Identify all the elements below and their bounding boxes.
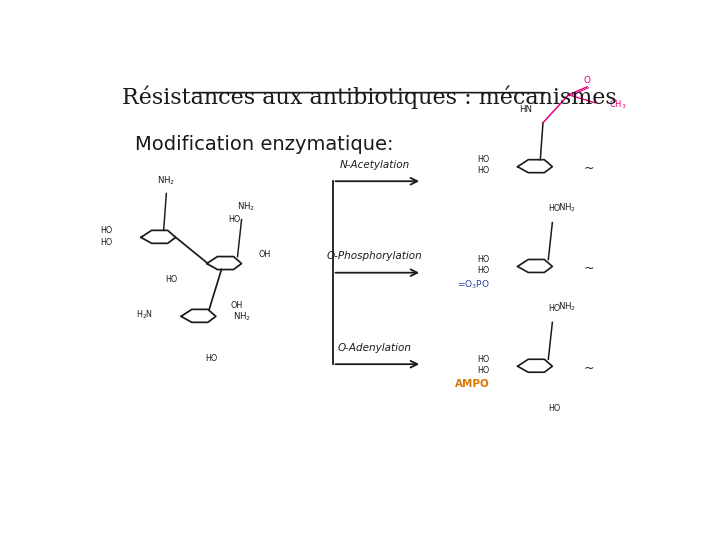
- Text: CH$_3$: CH$_3$: [608, 98, 626, 111]
- Text: =O$_3$PO: =O$_3$PO: [456, 278, 490, 291]
- Text: HN: HN: [519, 105, 532, 114]
- Text: O: O: [584, 76, 590, 85]
- Text: HO: HO: [477, 166, 490, 175]
- Text: HO: HO: [101, 238, 113, 247]
- Text: O-Phosphorylation: O-Phosphorylation: [327, 251, 423, 261]
- Text: OH: OH: [231, 301, 243, 310]
- Text: NH$_2$: NH$_2$: [558, 301, 576, 313]
- Text: Modification enzymatique:: Modification enzymatique:: [135, 136, 393, 154]
- Text: HO: HO: [101, 226, 113, 235]
- Text: HO: HO: [549, 404, 561, 413]
- Text: HO: HO: [549, 304, 561, 313]
- Text: HO: HO: [205, 354, 217, 363]
- Text: Résistances aux antibiotiques : mécanismes: Résistances aux antibiotiques : mécanism…: [122, 85, 616, 109]
- Text: OH: OH: [259, 250, 271, 259]
- Text: O-Adenylation: O-Adenylation: [338, 342, 412, 353]
- Text: AMPO: AMPO: [454, 379, 490, 389]
- Text: HO: HO: [549, 204, 561, 213]
- Text: NH$_2$: NH$_2$: [157, 174, 176, 187]
- Text: HO: HO: [477, 266, 490, 275]
- Text: H$_2$N: H$_2$N: [136, 308, 153, 321]
- Text: ~: ~: [583, 362, 594, 375]
- Text: HO: HO: [165, 275, 177, 284]
- Text: HO: HO: [477, 255, 490, 264]
- Text: HO: HO: [477, 366, 490, 375]
- Text: NH$_2$: NH$_2$: [558, 201, 576, 214]
- Text: NH$_2$: NH$_2$: [237, 200, 255, 213]
- Text: ~: ~: [583, 162, 594, 175]
- Text: ~: ~: [583, 262, 594, 275]
- Text: N-Acetylation: N-Acetylation: [339, 160, 410, 170]
- Text: HO: HO: [229, 215, 241, 224]
- Text: HO: HO: [477, 355, 490, 364]
- Text: HO: HO: [477, 155, 490, 164]
- Text: NH$_2$: NH$_2$: [233, 310, 251, 322]
